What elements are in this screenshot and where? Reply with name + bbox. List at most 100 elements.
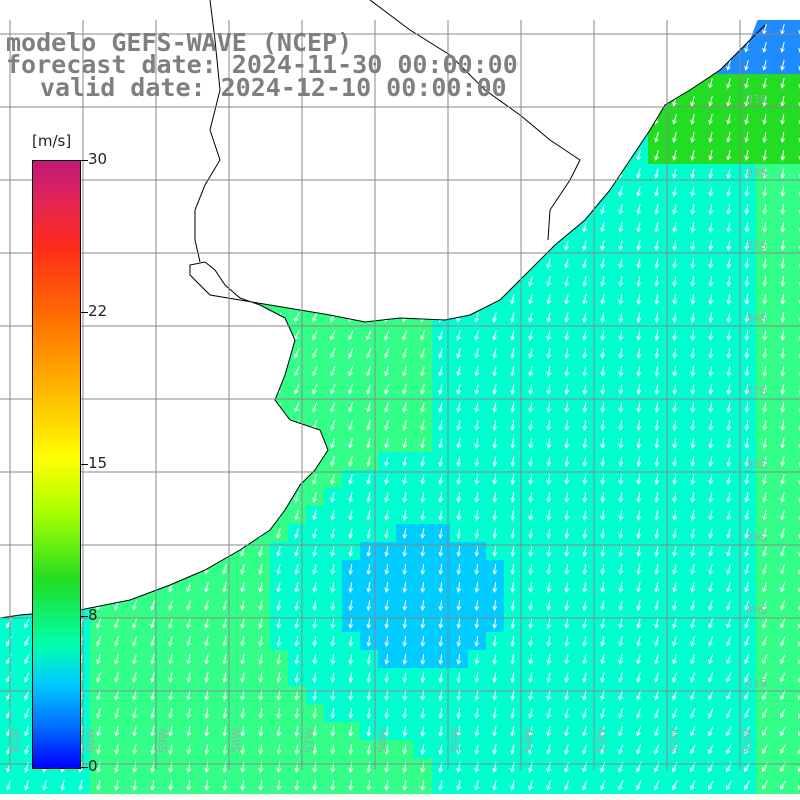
wind-arrow xyxy=(258,689,264,701)
wind-arrow xyxy=(384,420,389,431)
wind-arrow xyxy=(402,671,408,683)
wind-arrow xyxy=(564,545,570,557)
wind-cell xyxy=(792,344,800,362)
wind-arrow xyxy=(654,311,660,323)
wind-arrow xyxy=(312,653,318,665)
wind-arrow xyxy=(690,618,695,629)
wind-arrow xyxy=(456,527,462,539)
wind-cell xyxy=(792,398,800,416)
wind-arrow xyxy=(240,725,246,737)
wind-arrow xyxy=(672,455,678,467)
wind-arrow xyxy=(294,689,300,701)
wind-arrow xyxy=(420,617,426,629)
wind-arrow xyxy=(690,150,695,161)
wind-arrow xyxy=(312,384,318,395)
wind-arrow xyxy=(636,347,642,359)
wind-arrow xyxy=(150,636,155,647)
wind-arrow xyxy=(744,347,750,359)
wind-arrow xyxy=(582,329,588,341)
wind-arrow xyxy=(492,401,497,413)
wind-arrow xyxy=(582,491,588,503)
wind-arrow xyxy=(402,635,408,647)
lat-label: 33S xyxy=(746,93,767,106)
colorbar-label-8: 8 xyxy=(88,606,98,624)
wind-arrow xyxy=(348,492,353,503)
wind-arrow xyxy=(330,510,335,521)
wind-arrow xyxy=(348,635,354,647)
wind-arrow xyxy=(546,563,552,575)
wind-arrow xyxy=(780,564,786,575)
wind-arrow xyxy=(348,671,354,683)
wind-arrow xyxy=(600,708,605,719)
wind-arrow xyxy=(654,347,660,359)
wind-arrow xyxy=(474,653,480,665)
wind-arrow xyxy=(420,599,426,611)
wind-arrow xyxy=(546,635,552,647)
wind-arrow xyxy=(690,654,696,665)
wind-arrow xyxy=(330,599,336,611)
wind-arrow xyxy=(708,239,714,251)
wind-arrow xyxy=(546,690,551,701)
wind-arrow xyxy=(474,527,480,539)
wind-arrow xyxy=(780,600,786,611)
wind-arrow xyxy=(546,419,552,431)
wind-arrow xyxy=(420,491,426,503)
wind-arrow xyxy=(600,383,606,395)
wind-arrow xyxy=(456,491,462,503)
wind-arrow xyxy=(366,527,371,539)
wind-arrow xyxy=(780,690,786,701)
wind-arrow xyxy=(744,474,749,485)
wind-arrow xyxy=(798,713,800,719)
wind-arrow xyxy=(348,438,353,449)
wind-arrow xyxy=(636,600,641,611)
wind-arrow xyxy=(294,564,299,575)
wind-arrow xyxy=(708,78,713,89)
wind-arrow xyxy=(654,150,659,161)
wind-arrow xyxy=(258,546,263,557)
wind-arrow xyxy=(492,509,498,521)
wind-arrow xyxy=(780,221,786,233)
wind-arrow xyxy=(402,491,407,503)
wind-arrow xyxy=(762,618,768,629)
wind-arrow xyxy=(420,563,426,575)
wind-arrow xyxy=(582,654,587,665)
lon-label: 52W xyxy=(668,728,681,753)
wind-arrow xyxy=(744,60,749,71)
wind-arrow xyxy=(798,192,800,197)
wind-arrow xyxy=(420,330,426,341)
wind-arrow xyxy=(312,366,318,377)
wind-arrow xyxy=(690,383,696,395)
wind-arrow xyxy=(618,365,624,377)
wind-arrow xyxy=(780,329,786,341)
wind-arrow xyxy=(672,690,678,701)
wind-arrow xyxy=(510,653,516,665)
wind-arrow xyxy=(24,636,30,647)
wind-arrow xyxy=(438,689,444,701)
wind-arrow xyxy=(690,365,696,377)
wind-arrow xyxy=(384,384,389,395)
wind-arrow xyxy=(402,707,408,719)
wind-arrow xyxy=(240,635,245,647)
wind-arrow xyxy=(780,546,785,557)
wind-arrow xyxy=(672,347,678,359)
wind-arrow xyxy=(294,402,300,413)
wind-arrow xyxy=(726,492,731,503)
wind-arrow xyxy=(654,618,659,629)
wind-arrow xyxy=(600,455,606,467)
wind-arrow xyxy=(798,695,800,701)
wind-arrow xyxy=(438,635,444,647)
wind-arrow xyxy=(798,156,800,161)
wind-arrow xyxy=(708,654,714,665)
wind-arrow xyxy=(672,401,678,413)
wind-arrow xyxy=(384,689,390,701)
wind-arrow xyxy=(366,509,371,521)
wind-arrow xyxy=(312,510,317,521)
wind-arrow xyxy=(726,672,732,683)
wind-arrow xyxy=(618,347,624,359)
wind-cell xyxy=(792,452,800,470)
wind-arrow xyxy=(456,581,462,593)
wind-arrow xyxy=(420,545,426,557)
wind-arrow xyxy=(798,264,800,269)
wind-arrow xyxy=(618,293,624,305)
wind-arrow xyxy=(294,312,300,323)
